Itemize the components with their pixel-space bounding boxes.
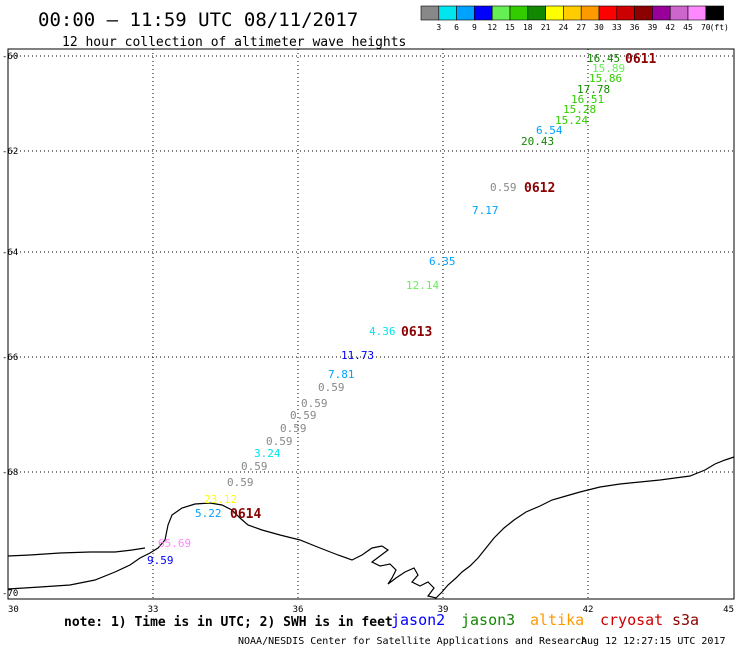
scale-swatch xyxy=(705,5,724,21)
scale-tick-label: 12 xyxy=(487,23,497,32)
wave-height-label: 9.59 xyxy=(147,554,174,567)
wave-height-label: 11.73 xyxy=(341,349,374,362)
wave-height-label: 15.89 xyxy=(592,62,625,75)
wave-height-label: 0.59 xyxy=(227,476,254,489)
pass-label-0611: 0611 xyxy=(625,52,656,67)
footer-credit: NOAA/NESDIS Center for Satellite Applica… xyxy=(238,636,587,647)
footer-timestamp: Aug 12 12:27:15 UTC 2017 xyxy=(581,636,726,647)
scale-swatch xyxy=(580,5,600,21)
satellite-legend-cryosat: cryosat xyxy=(600,611,663,629)
wave-height-label: 6.35 xyxy=(429,255,456,268)
lat-label: -70 xyxy=(2,589,18,599)
wave-height-label: 0.59 xyxy=(241,460,268,473)
wave-height-label: 12.14 xyxy=(406,279,439,292)
scale-tick-label: 6 xyxy=(454,23,459,32)
lat-label: -60 xyxy=(2,52,18,62)
coastline-inlet xyxy=(7,547,146,557)
wave-height-label: 0.59 xyxy=(318,381,345,394)
coastline xyxy=(7,456,735,599)
wave-height-label: 0.59 xyxy=(290,409,317,422)
scale-swatch xyxy=(456,5,475,21)
scale-swatch xyxy=(420,5,440,21)
scale-tick-label: 27 xyxy=(576,23,586,32)
wave-height-label: 16.45 xyxy=(587,52,620,65)
scale-tick-label: 3 xyxy=(436,23,441,32)
satellite-legend-jason3: jason3 xyxy=(461,611,515,629)
scale-tick-label: 18 xyxy=(523,23,533,32)
wave-height-label: 20.43 xyxy=(521,135,554,148)
page-title: 00:00 – 11:59 UTC 08/11/2017 xyxy=(38,9,358,31)
wave-height-label: 4.36 xyxy=(369,325,396,338)
wave-height-label: 15.28 xyxy=(563,103,596,116)
wave-height-labels: 16.4515.8915.8617.7816.5115.2815.246.542… xyxy=(147,52,625,567)
wave-height-label: 16.51 xyxy=(571,93,604,106)
lat-label: -66 xyxy=(2,353,18,363)
scale-swatch xyxy=(634,5,653,21)
scale-swatch xyxy=(669,5,689,21)
lon-label: 30 xyxy=(8,605,19,615)
lon-label: 39 xyxy=(438,605,449,615)
scale-swatch xyxy=(598,5,618,21)
color-scale-legend: 3 6 9 12 15 18 21 24 27 30 33 36 39 42 45 70(ft) xyxy=(420,5,729,32)
scale-swatch xyxy=(545,5,564,21)
wave-height-label: 23.12 xyxy=(204,493,237,506)
scale-swatch xyxy=(652,5,671,21)
scale-swatch xyxy=(527,5,546,21)
wave-height-label: 3.24 xyxy=(254,447,281,460)
wave-height-label: 17.78 xyxy=(577,83,610,96)
scale-tick-label: 30 xyxy=(594,23,604,32)
scale-tick-label: 15 xyxy=(505,23,515,32)
pass-label-0613: 0613 xyxy=(401,325,432,340)
scale-swatch xyxy=(509,5,529,21)
scale-swatch xyxy=(491,5,511,21)
satellite-legend-s3a: s3a xyxy=(672,611,699,629)
scale-tick-label: 33 xyxy=(612,23,622,32)
lon-label: 42 xyxy=(583,605,594,615)
scale-swatch xyxy=(616,5,635,21)
wave-height-label: 0.59 xyxy=(301,397,328,410)
lon-label: 36 xyxy=(293,605,304,615)
satellite-legend-altika: altika xyxy=(530,611,584,629)
scale-tick-label: 45 xyxy=(683,23,693,32)
map-frame xyxy=(7,48,735,600)
wave-height-label: 0.59 xyxy=(490,181,517,194)
satellite-legend-jason2: jason2 xyxy=(391,611,445,629)
wave-height-label: 65.69 xyxy=(158,537,191,550)
lat-label: -62 xyxy=(2,147,18,157)
scale-tick-label: 70 xyxy=(701,23,711,32)
pass-label-0612: 0612 xyxy=(524,181,555,196)
map-panel: -60 -62 -64 -66 -68 -70 30 33 36 39 42 45 0611 0612… xyxy=(2,48,735,615)
lon-label: 33 xyxy=(148,605,159,615)
scale-tick-label: 42 xyxy=(665,23,675,32)
page-subtitle: 12 hour collection of altimeter wave hei… xyxy=(62,35,406,50)
scale-tick-label: 9 xyxy=(472,23,477,32)
scale-tick-label: 21 xyxy=(541,23,551,32)
wave-height-label: 7.17 xyxy=(472,204,499,217)
wave-height-label: 15.24 xyxy=(555,114,588,127)
pass-label-0614: 0614 xyxy=(230,507,261,522)
scale-unit-label: (ft) xyxy=(710,23,729,32)
scale-swatch xyxy=(474,5,493,21)
lon-label: 45 xyxy=(723,605,734,615)
wave-height-label: 5.22 xyxy=(195,507,222,520)
scale-swatch xyxy=(563,5,582,21)
scale-tick-label: 39 xyxy=(648,23,658,32)
scale-tick-label: 36 xyxy=(630,23,640,32)
lat-label: -64 xyxy=(2,248,18,258)
wave-height-label: 7.81 xyxy=(328,368,355,381)
satellite-legend: jason2 jason3 altika cryosat s3a xyxy=(391,611,699,629)
map-gridlines xyxy=(8,49,734,599)
wave-height-label: 15.86 xyxy=(589,72,622,85)
wave-height-label: 0.59 xyxy=(280,422,307,435)
scale-tick-label: 24 xyxy=(559,23,569,32)
map-axis-labels: -60 -62 -64 -66 -68 -70 30 33 36 39 42 45 xyxy=(2,52,734,615)
lat-label: -68 xyxy=(2,468,18,478)
wave-height-label: 0.59 xyxy=(266,435,293,448)
scale-swatch xyxy=(438,5,457,21)
note-text: note: 1) Time is in UTC; 2) SWH is in fe… xyxy=(64,615,393,630)
wave-height-label: 6.54 xyxy=(536,124,563,137)
scale-swatch xyxy=(687,5,707,21)
